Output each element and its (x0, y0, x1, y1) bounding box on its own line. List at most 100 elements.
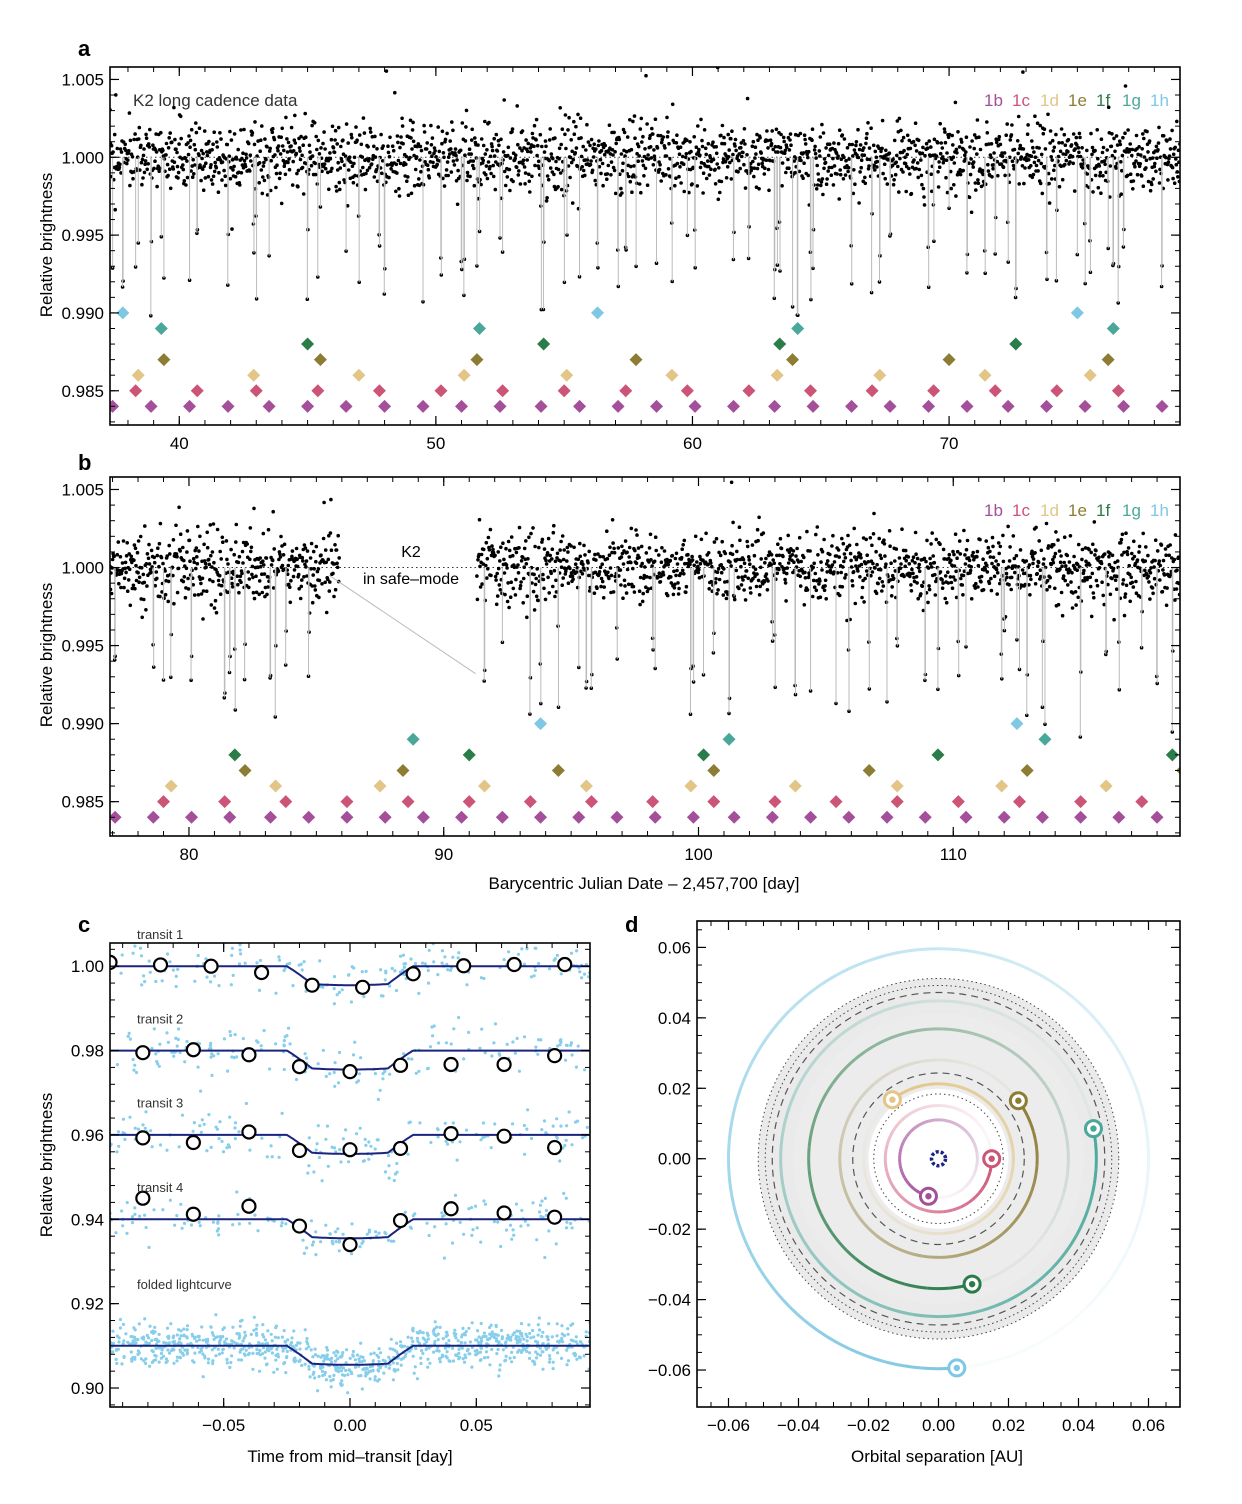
transit-marker-1b (1117, 399, 1131, 413)
orbit-trail-segment (893, 1123, 899, 1130)
orbit-trail-segment (1029, 1065, 1040, 1077)
transit-markers (110, 306, 1169, 413)
orbit-trail-segment (849, 959, 868, 970)
x-tick-label: −0.05 (202, 1416, 245, 1435)
orbit-trail-segment (873, 1112, 880, 1120)
transit-marker-1c (157, 795, 170, 809)
y-tick-label: 1.005 (61, 480, 104, 499)
orbit-trail-segment (1002, 1044, 1014, 1054)
orbit-trail-segment (872, 1039, 885, 1048)
orbit-trail-segment (910, 1060, 920, 1066)
orbit-trail-segment (927, 1082, 935, 1087)
orbit-trail-segment (1036, 1074, 1047, 1086)
orbit-trail-segment (815, 1202, 823, 1215)
orbit-trail-segment (730, 1103, 738, 1123)
orbit-trail-segment (746, 1246, 758, 1265)
orbit-trail-segment (787, 1093, 796, 1108)
planet-core-1h (953, 1364, 961, 1372)
transit-marker-1e (862, 763, 876, 777)
orbit-trail-segment (987, 1172, 992, 1178)
orbit-trail-segment (899, 1116, 906, 1123)
transit-marker-1h (534, 717, 548, 731)
orbit-trail-segment (905, 1180, 910, 1185)
transit-marker-1b (185, 810, 199, 824)
orbit-trail-segment (1092, 1169, 1098, 1184)
transit-marker-1c (372, 384, 386, 398)
orbit-trail-segment (1062, 1181, 1068, 1193)
y-tick-label: 0.990 (61, 304, 104, 323)
orbit-trail-segment (938, 947, 957, 952)
orbit-trail-segment (849, 1347, 868, 1358)
transit-marker-1b (1078, 399, 1092, 413)
transit-marker-1d (457, 368, 471, 382)
transit-marker-1b (223, 810, 237, 824)
transit-marker-1c (1111, 384, 1125, 398)
orbit-1g (779, 999, 1103, 1319)
transit-marker-1b (765, 810, 779, 824)
orbit-trail-segment (886, 1068, 896, 1076)
star-center (935, 1155, 942, 1162)
orbit-trail-segment (893, 1188, 899, 1194)
orbit-trail-segment (1036, 1232, 1047, 1244)
transit-marker-1c (401, 795, 415, 809)
y-tick-label: 0.90 (71, 1379, 104, 1398)
orbit-trail-segment (1025, 1026, 1039, 1038)
transit-marker-1b (264, 810, 277, 824)
y-tick-label: 0.985 (61, 382, 104, 401)
orbit-trail-segment (994, 1299, 1009, 1308)
orbit-trail-segment (817, 975, 835, 988)
transit-marker-1c (829, 795, 843, 809)
x-tick-label: 0.05 (460, 1416, 493, 1435)
orbit-trail-segment (981, 1304, 996, 1312)
orbit-trail-segment (927, 1286, 939, 1291)
transit-marker-1b (1155, 399, 1169, 413)
transit-markers (110, 717, 1180, 824)
orbit-trail-segment (1012, 1051, 1023, 1061)
orbit-trail-segment (1006, 1180, 1012, 1188)
transit-marker-1d (890, 779, 904, 793)
orbit-trail-segment (785, 1201, 793, 1216)
orbit-trail-segment (992, 1269, 1005, 1278)
orbit-trail-segment (899, 1195, 906, 1201)
dotted-boundary (873, 1093, 1004, 1224)
transit-marker-1b (110, 810, 122, 824)
transit-marker-1b (534, 810, 548, 824)
transit-marker-1h (116, 306, 130, 320)
transit-marker-1b (922, 399, 936, 413)
orbit-trail-segment (968, 1309, 983, 1316)
orbit-trail-segment (792, 1081, 802, 1096)
orbit-trail-segment (900, 1171, 905, 1176)
orbit-trail-segment (863, 1263, 875, 1273)
transit-marker-1d (995, 779, 1009, 793)
orbit-trail-segment (862, 1162, 866, 1170)
orbit-trail-segment (901, 948, 921, 954)
orbit-trail-segment (838, 1280, 852, 1291)
orbit-trail-segment (988, 1207, 996, 1215)
scatter-points (115, 1015, 587, 1101)
y-tick-label: −0.02 (648, 1220, 691, 1239)
transit-marker-1b (1035, 810, 1049, 824)
orbit-trail-segment (1058, 985, 1075, 999)
transit-marker-1f (462, 748, 476, 762)
transit-marker-1e (313, 353, 327, 367)
orbit-trail-segment (1143, 1121, 1150, 1141)
y-tick-label: 0.995 (61, 637, 104, 656)
orbit-trail-segment (945, 1058, 955, 1063)
orbit-trail-segment (872, 1269, 885, 1278)
orbit-trail-segment (899, 1310, 915, 1317)
transit-marker-1b (146, 810, 160, 824)
orbit-trail-segment (1134, 1086, 1143, 1105)
orbit-trail-segment (809, 1250, 821, 1264)
transit-marker-1b (455, 399, 469, 413)
transit-marker-1d (131, 368, 145, 382)
transit-marker-1c (619, 384, 633, 398)
orbit-trail-segment (884, 1144, 889, 1150)
orbit-trail-segment (765, 1022, 779, 1040)
orbit-trail-segment (899, 1144, 904, 1150)
panel-a-lightcurve: a 1b 1c 1d 1e 1f 1g 1h Relative brightness 40 5… (37, 36, 1181, 453)
orbit-trail-segment (857, 1215, 866, 1225)
orbit-trail-segment (885, 1172, 890, 1178)
orbit-trail-segment (830, 1232, 841, 1244)
y-tick-label: 0.990 (61, 715, 104, 734)
orbit-trail-segment (837, 1065, 848, 1077)
